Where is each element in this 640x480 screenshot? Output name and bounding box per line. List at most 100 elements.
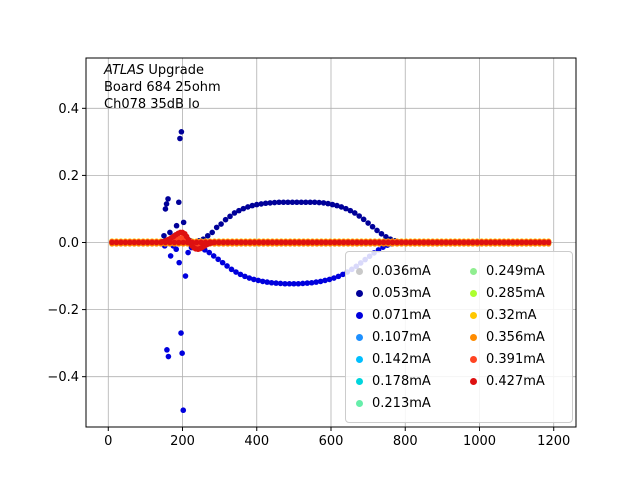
data-point — [259, 278, 266, 285]
annotation-atlas: ATLAS — [104, 63, 145, 78]
data-point — [287, 239, 293, 246]
data-point — [327, 239, 334, 246]
plot-annotation: ATLAS Upgrade Board 684 25ohm Ch078 35dB… — [104, 62, 221, 113]
legend-label: 0.142mA — [372, 351, 431, 367]
data-point — [246, 275, 253, 281]
data-point — [222, 216, 229, 223]
data-point — [398, 239, 405, 246]
data-point — [182, 273, 189, 279]
data-point — [224, 263, 230, 269]
data-point — [329, 201, 336, 208]
legend-item: 0.142mA — [356, 352, 448, 367]
data-point — [173, 246, 180, 253]
data-point — [335, 273, 342, 280]
data-point — [300, 239, 307, 246]
legend-marker-dot — [470, 289, 477, 297]
data-point — [304, 280, 311, 286]
data-point — [340, 239, 347, 246]
data-point — [325, 200, 331, 207]
legend-item: 0.036mA — [356, 264, 448, 279]
series-0.053mA — [109, 129, 551, 246]
data-point — [277, 280, 284, 287]
data-point — [276, 199, 282, 206]
data-point — [407, 239, 414, 246]
data-point — [271, 199, 278, 206]
data-point — [354, 239, 360, 246]
data-point — [242, 239, 249, 246]
data-point — [496, 239, 503, 246]
data-point — [483, 239, 489, 246]
data-point — [299, 280, 306, 287]
data-point — [180, 407, 187, 414]
data-point — [282, 239, 289, 246]
legend-marker-dot — [470, 355, 477, 363]
data-point — [176, 199, 182, 206]
x-tick-label: 400 — [244, 434, 269, 449]
series-0.427mA — [109, 229, 552, 253]
legend-label: 0.285mA — [486, 285, 545, 301]
data-point — [345, 239, 351, 246]
data-point — [242, 273, 248, 280]
data-point — [492, 239, 498, 246]
data-point — [478, 239, 485, 246]
data-point — [286, 280, 293, 287]
data-point — [334, 202, 340, 209]
data-point — [519, 239, 525, 246]
data-point — [383, 233, 389, 240]
data-point — [514, 239, 521, 246]
data-point — [372, 239, 378, 246]
data-point — [461, 239, 467, 246]
data-point — [256, 239, 262, 246]
data-point — [250, 276, 257, 283]
annotation-line-1: ATLAS Upgrade — [104, 62, 221, 79]
data-point — [253, 201, 260, 208]
data-point — [269, 239, 276, 246]
data-point — [173, 222, 180, 229]
data-point — [470, 239, 476, 246]
data-point — [360, 216, 367, 223]
data-point — [238, 239, 244, 246]
data-point — [316, 199, 322, 206]
data-point — [545, 239, 552, 246]
data-point — [282, 280, 288, 287]
data-point — [178, 330, 184, 336]
data-point — [171, 239, 178, 246]
legend-marker-dot — [356, 399, 363, 407]
data-point — [289, 199, 296, 206]
data-point — [429, 239, 436, 246]
data-point — [210, 253, 217, 259]
data-point — [365, 220, 371, 226]
legend-label: 0.036mA — [372, 263, 431, 279]
data-point — [474, 239, 481, 246]
legend-item: 0.071mA — [356, 308, 448, 323]
legend-item: 0.107mA — [356, 330, 448, 345]
data-point — [322, 277, 328, 284]
data-point — [240, 205, 247, 212]
data-point — [389, 239, 396, 246]
data-point — [510, 239, 516, 246]
x-tick-label: 600 — [319, 434, 344, 449]
y-tick-label: 0.4 — [58, 102, 79, 117]
data-point — [227, 213, 233, 220]
data-point — [296, 239, 302, 246]
data-point — [412, 239, 418, 246]
data-point — [331, 275, 337, 281]
legend-item: 0.178mA — [356, 374, 448, 389]
data-point — [109, 239, 115, 246]
data-point — [501, 239, 507, 246]
legend-marker-dot — [470, 311, 477, 319]
data-point — [291, 239, 298, 246]
data-point — [532, 239, 538, 246]
data-point — [434, 239, 440, 246]
data-point — [229, 239, 236, 246]
legend-item: 0.249mA — [470, 264, 562, 279]
data-point — [367, 239, 374, 246]
data-point — [165, 196, 171, 202]
data-point — [185, 249, 191, 256]
x-tick-label: 1200 — [537, 434, 570, 449]
data-point — [177, 135, 183, 142]
data-point — [208, 240, 215, 246]
legend-item: 0.213mA — [356, 396, 448, 411]
data-point — [249, 202, 256, 209]
legend-marker-dot — [470, 333, 477, 341]
